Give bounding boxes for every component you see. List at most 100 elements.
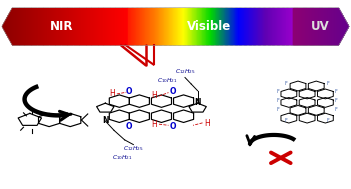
- Bar: [64, 8, 65, 45]
- Bar: [78, 8, 79, 45]
- Bar: [126, 8, 127, 45]
- Bar: [295, 8, 296, 45]
- Bar: [207, 8, 208, 45]
- Bar: [263, 8, 264, 45]
- Bar: [218, 8, 219, 45]
- Bar: [230, 8, 232, 45]
- Bar: [100, 8, 101, 45]
- Text: N: N: [194, 98, 200, 107]
- Bar: [265, 8, 266, 45]
- Bar: [170, 8, 171, 45]
- Bar: [183, 8, 184, 45]
- Bar: [313, 8, 314, 45]
- Bar: [61, 8, 62, 45]
- Bar: [332, 8, 333, 45]
- Bar: [25, 8, 26, 45]
- Bar: [115, 8, 117, 45]
- Bar: [330, 8, 331, 45]
- Bar: [91, 8, 92, 45]
- Bar: [286, 8, 288, 45]
- Bar: [29, 8, 30, 45]
- Bar: [156, 8, 157, 45]
- Bar: [307, 8, 308, 45]
- Bar: [260, 8, 261, 45]
- Bar: [235, 8, 237, 45]
- Bar: [326, 8, 327, 45]
- Bar: [4, 8, 5, 45]
- Bar: [39, 8, 40, 45]
- Bar: [169, 8, 171, 45]
- Bar: [63, 8, 64, 45]
- Bar: [343, 8, 344, 45]
- Bar: [198, 8, 199, 45]
- Bar: [213, 8, 214, 45]
- Bar: [76, 8, 77, 45]
- Bar: [97, 8, 98, 45]
- Bar: [272, 8, 274, 45]
- Bar: [132, 8, 133, 45]
- Bar: [103, 8, 104, 45]
- Bar: [118, 8, 119, 45]
- Bar: [137, 8, 138, 45]
- Bar: [200, 8, 201, 45]
- Bar: [64, 8, 65, 45]
- Bar: [330, 8, 331, 45]
- Bar: [102, 8, 103, 45]
- Bar: [299, 8, 300, 45]
- Bar: [59, 8, 60, 45]
- Bar: [342, 8, 343, 45]
- Bar: [319, 8, 320, 45]
- Bar: [152, 8, 153, 45]
- Bar: [229, 8, 230, 45]
- Bar: [247, 8, 248, 45]
- Bar: [225, 8, 227, 45]
- Bar: [326, 8, 327, 45]
- Bar: [251, 8, 252, 45]
- Bar: [48, 8, 49, 45]
- Text: H: H: [110, 89, 115, 98]
- Bar: [277, 8, 279, 45]
- Bar: [111, 8, 112, 45]
- Bar: [33, 8, 34, 45]
- Bar: [98, 8, 99, 45]
- Bar: [86, 8, 87, 45]
- Bar: [110, 8, 111, 45]
- Bar: [53, 8, 54, 45]
- Bar: [329, 8, 330, 45]
- Bar: [21, 8, 22, 45]
- Bar: [201, 8, 203, 45]
- Bar: [224, 8, 225, 45]
- Bar: [258, 8, 259, 45]
- Bar: [9, 8, 10, 45]
- Bar: [124, 8, 125, 45]
- Bar: [226, 8, 227, 45]
- Bar: [252, 8, 253, 45]
- Bar: [25, 8, 26, 45]
- Bar: [323, 8, 324, 45]
- Bar: [240, 8, 241, 45]
- Bar: [297, 8, 298, 45]
- Bar: [216, 8, 217, 45]
- Bar: [92, 8, 93, 45]
- Bar: [46, 8, 47, 45]
- Bar: [327, 8, 328, 45]
- Bar: [341, 8, 342, 45]
- Bar: [282, 8, 283, 45]
- Bar: [186, 8, 187, 45]
- Bar: [35, 8, 36, 45]
- Bar: [7, 8, 8, 45]
- Bar: [161, 8, 162, 45]
- Bar: [121, 8, 122, 45]
- Bar: [51, 8, 52, 45]
- Bar: [282, 8, 284, 45]
- Bar: [90, 8, 91, 45]
- Bar: [234, 8, 236, 45]
- Bar: [184, 8, 185, 45]
- Bar: [52, 8, 53, 45]
- Bar: [3, 8, 4, 45]
- Bar: [322, 8, 323, 45]
- Bar: [175, 8, 176, 45]
- Bar: [286, 8, 287, 45]
- Bar: [211, 8, 212, 45]
- Bar: [108, 8, 110, 45]
